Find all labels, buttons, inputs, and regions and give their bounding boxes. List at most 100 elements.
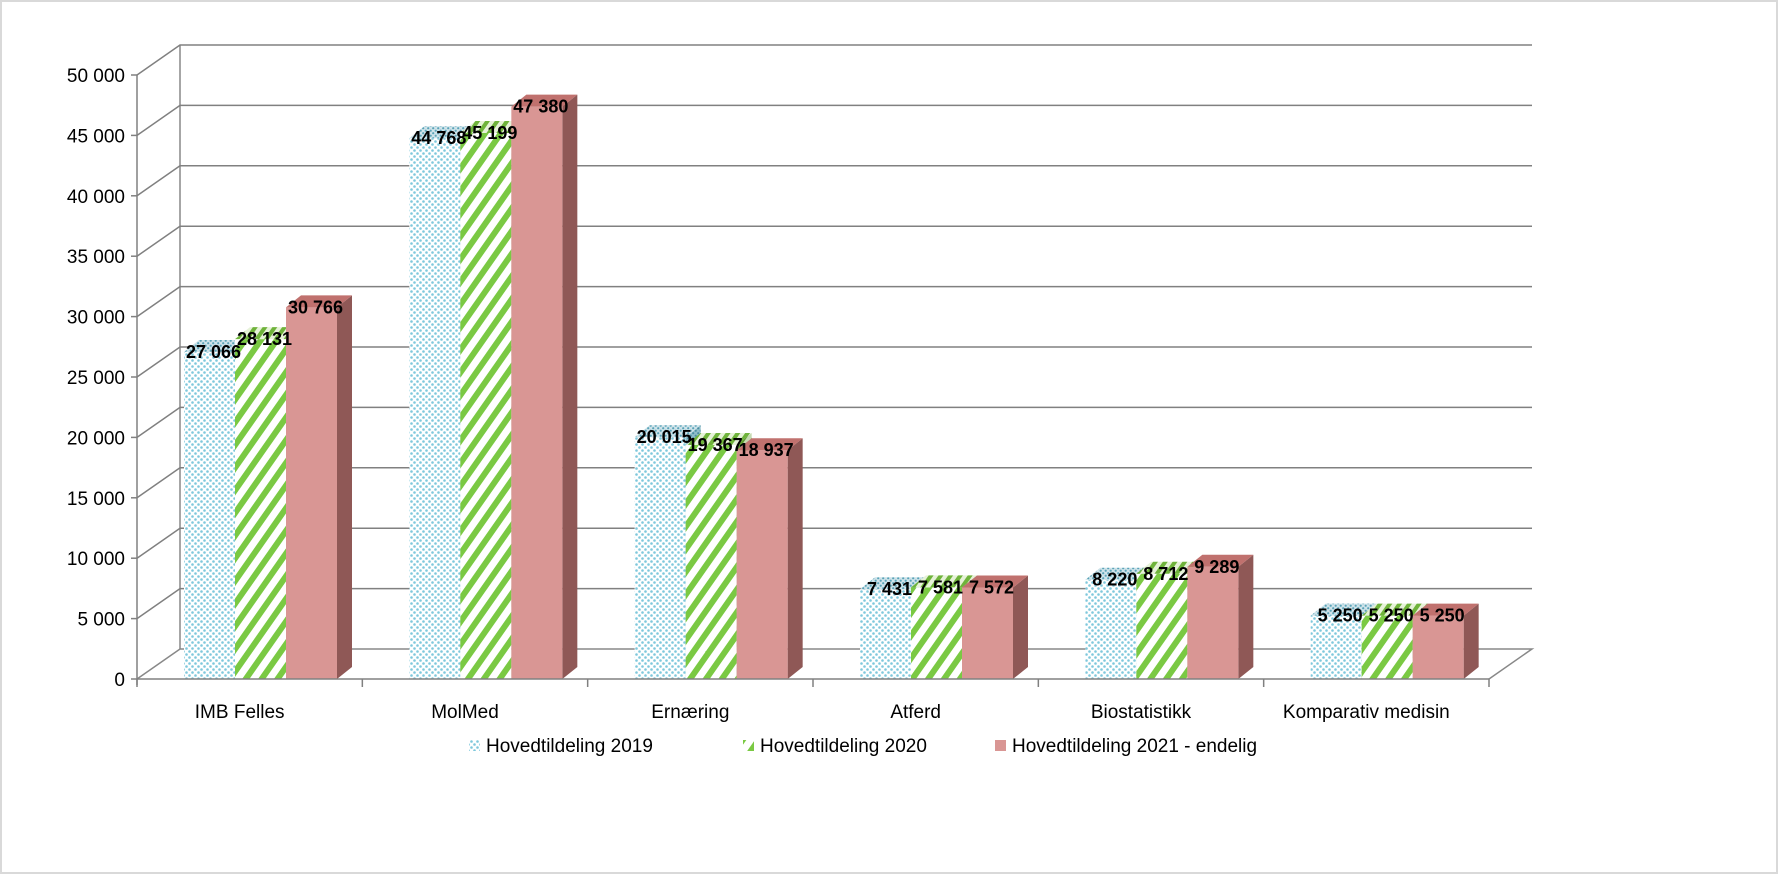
bar-5-2 xyxy=(1412,603,1479,679)
y-tick-label: 50 000 xyxy=(67,66,125,87)
bar-top xyxy=(184,340,250,353)
bar-top xyxy=(511,94,578,107)
x-category-label: MolMed xyxy=(431,702,499,723)
bar-side xyxy=(1238,554,1254,679)
gridline xyxy=(136,346,1532,378)
legend-entry-0: Hovedtildeling 2019 xyxy=(469,736,653,757)
bar-front xyxy=(1412,615,1464,679)
bar-side xyxy=(787,438,803,679)
legend-entry-1: Hovedtildeling 2020 xyxy=(743,736,927,757)
legend-swatch xyxy=(743,740,754,751)
data-label: 9 289 xyxy=(1194,557,1239,577)
bar-top xyxy=(235,327,301,340)
gridline xyxy=(136,467,1532,499)
data-label: 7 581 xyxy=(918,577,963,597)
data-label: 47 380 xyxy=(513,97,568,117)
bar-top xyxy=(860,577,926,590)
bar-side xyxy=(1463,603,1479,679)
y-tick-label: 20 000 xyxy=(67,428,125,449)
bar-top xyxy=(634,425,701,438)
bar-2-2 xyxy=(736,438,803,679)
data-label: 28 131 xyxy=(237,329,292,349)
bar-1-2 xyxy=(511,94,578,679)
data-label: 8 712 xyxy=(1143,564,1188,584)
y-tick-label: 5 000 xyxy=(77,610,125,631)
y-tick-label: 30 000 xyxy=(67,308,125,329)
bar-front xyxy=(184,352,235,679)
chart-floor xyxy=(136,648,1535,680)
bar-front xyxy=(286,307,337,679)
bar-0-2 xyxy=(286,295,352,679)
data-label: 5 250 xyxy=(1318,606,1363,626)
data-label: 8 220 xyxy=(1092,570,1137,590)
gridline xyxy=(136,587,1532,620)
x-category-label: Komparativ medisin xyxy=(1283,702,1450,723)
data-label: 7 431 xyxy=(867,579,912,599)
data-label: 5 250 xyxy=(1420,606,1465,626)
legend-label: Hovedtildeling 2020 xyxy=(760,736,927,757)
chart-back-wall xyxy=(136,44,1535,680)
bar-front xyxy=(235,339,286,679)
bar-front xyxy=(860,589,911,679)
legend-swatch xyxy=(469,740,480,751)
bar-front xyxy=(1085,579,1137,679)
gridline xyxy=(136,44,1532,76)
bar-top xyxy=(685,433,752,446)
bar-front xyxy=(1187,566,1239,679)
bar-4-2 xyxy=(1187,554,1254,679)
bar-top xyxy=(409,126,476,139)
data-label: 7 572 xyxy=(969,578,1014,598)
x-category-label: Atferd xyxy=(890,702,941,723)
data-label: 30 766 xyxy=(288,297,343,317)
legend-label: Hovedtildeling 2021 - endelig xyxy=(1012,736,1257,757)
y-tick-label: 45 000 xyxy=(67,126,125,147)
bar-top xyxy=(1310,603,1377,616)
bar-front xyxy=(460,132,512,679)
bar-top xyxy=(460,120,527,133)
gridline xyxy=(136,406,1532,439)
bar-front xyxy=(409,138,461,679)
bar-top xyxy=(1361,603,1428,616)
bar-side xyxy=(337,295,352,679)
data-label: 20 015 xyxy=(637,427,692,447)
data-label: 44 768 xyxy=(411,128,466,148)
bar-top xyxy=(1187,554,1254,567)
bar-front xyxy=(685,445,737,679)
bar-front xyxy=(511,106,563,679)
y-tick-label: 15 000 xyxy=(67,489,125,510)
bar-3-2 xyxy=(962,575,1028,679)
bar-front xyxy=(1136,573,1188,679)
y-tick-label: 10 000 xyxy=(67,549,125,570)
legend: Hovedtildeling 2019 Hovedtildeling 2020 Ho… xyxy=(469,736,1257,757)
gridline xyxy=(136,225,1532,257)
data-label: 19 367 xyxy=(688,435,743,455)
y-tick-label: 25 000 xyxy=(67,368,125,389)
bar-top xyxy=(1085,567,1152,580)
bar-side xyxy=(562,94,578,679)
x-axis: IMB Felles MolMed Ernæring Atferd Biostatist… xyxy=(136,678,1490,723)
bar-front xyxy=(634,437,686,679)
bar-front xyxy=(1361,615,1413,679)
y-tick-label: 35 000 xyxy=(67,247,125,268)
x-category-label: Ernæring xyxy=(651,702,729,723)
legend-swatch xyxy=(995,740,1006,751)
gridline xyxy=(136,104,1532,137)
bar-top xyxy=(911,575,977,588)
bar-front xyxy=(911,587,962,679)
bar-top xyxy=(286,295,352,308)
bar-front xyxy=(736,450,788,679)
bar-side xyxy=(1013,575,1028,679)
legend-entry-2: Hovedtildeling 2021 - endelig xyxy=(995,736,1257,757)
data-label: 27 066 xyxy=(186,342,241,362)
bars xyxy=(184,94,1479,679)
bar-front xyxy=(1310,615,1362,679)
bar-top xyxy=(1136,561,1203,574)
x-category-label: Biostatistikk xyxy=(1091,702,1192,723)
gridline xyxy=(136,527,1532,559)
data-label: 45 199 xyxy=(462,123,517,143)
gridline xyxy=(136,165,1532,197)
gridline xyxy=(136,285,1532,318)
